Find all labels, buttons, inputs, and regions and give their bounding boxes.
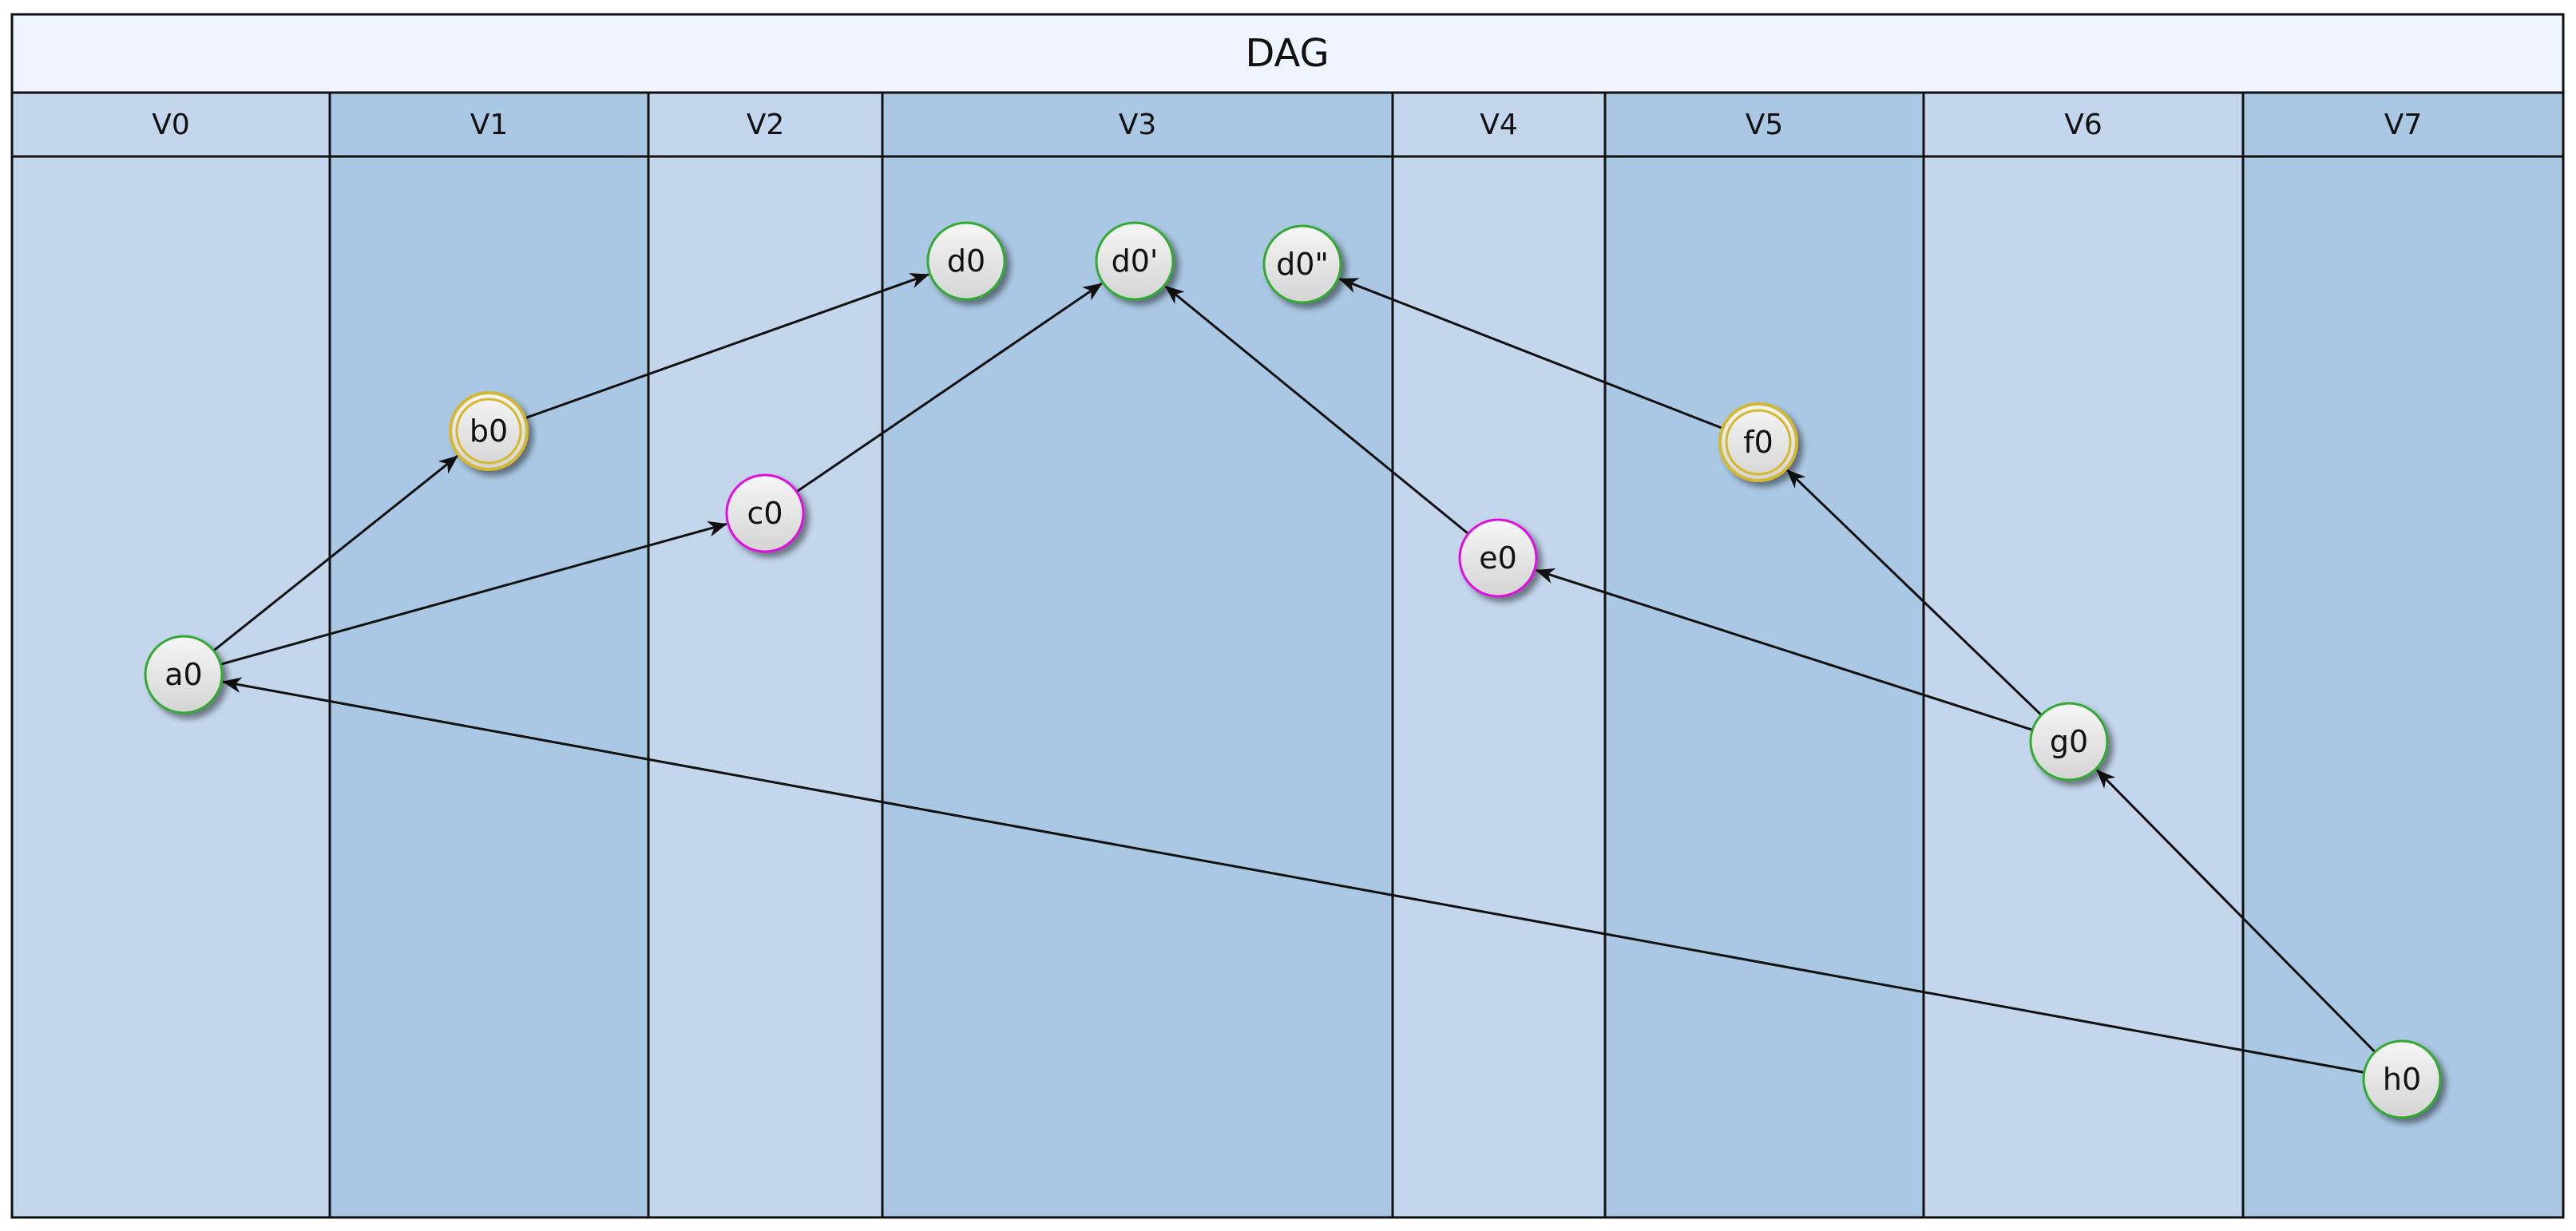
node-g0[interactable]: g0 bbox=[2029, 702, 2109, 782]
swimlane-backgrounds bbox=[10, 91, 2565, 1219]
node-label: a0 bbox=[164, 657, 202, 692]
node-a0[interactable]: a0 bbox=[144, 635, 224, 714]
lane-v7 bbox=[2241, 91, 2565, 1219]
node-circle bbox=[1718, 402, 1798, 482]
node-h0[interactable]: h0 bbox=[2362, 1039, 2442, 1119]
node-d0p[interactable]: d0' bbox=[1095, 221, 1175, 301]
node-label: g0 bbox=[2050, 724, 2088, 759]
edge-f0-to-d0pp bbox=[1338, 277, 1723, 429]
node-circle bbox=[926, 221, 1006, 301]
edges bbox=[212, 273, 2376, 1074]
node-d0pp[interactable]: d0" bbox=[1262, 224, 1342, 304]
diagram-title: DAG bbox=[1245, 31, 1329, 76]
node-d0[interactable]: d0 bbox=[926, 221, 1006, 301]
node-label: f0 bbox=[1743, 425, 1773, 460]
node-label: d0" bbox=[1276, 247, 1329, 282]
node-circle bbox=[1458, 518, 1538, 598]
node-circle bbox=[725, 473, 805, 553]
node-circle bbox=[449, 391, 529, 471]
node-b0[interactable]: b0 bbox=[449, 391, 529, 471]
node-inner-ring bbox=[455, 398, 522, 465]
lane-v2 bbox=[647, 91, 884, 1219]
node-label: b0 bbox=[470, 414, 508, 449]
edge-a0-to-c0 bbox=[220, 521, 727, 666]
lane-label-v0: V0 bbox=[152, 109, 190, 141]
node-label: c0 bbox=[747, 496, 783, 531]
lane-headers: V0 V1 V2 V3 V4 V5 V6 V7 bbox=[12, 109, 2563, 158]
node-circle bbox=[1095, 221, 1175, 301]
lane-v1 bbox=[328, 91, 650, 1219]
lane-label-v4: V4 bbox=[1480, 109, 1518, 141]
edge-e0-to-d0p bbox=[1164, 285, 1469, 535]
node-label: h0 bbox=[2383, 1062, 2421, 1097]
lane-label-v5: V5 bbox=[1746, 109, 1784, 141]
lane-v6 bbox=[1922, 91, 2245, 1219]
node-label: e0 bbox=[1479, 540, 1517, 576]
edge-a0-to-b0 bbox=[212, 455, 458, 652]
lane-label-v2: V2 bbox=[747, 109, 785, 141]
lane-v5 bbox=[1603, 91, 1925, 1219]
lane-label-v6: V6 bbox=[2064, 109, 2102, 141]
lane-label-v7: V7 bbox=[2384, 109, 2423, 141]
diagram-border bbox=[10, 13, 2565, 1219]
node-inner-ring bbox=[1725, 409, 1792, 476]
edge-b0-to-d0 bbox=[524, 273, 929, 420]
node-e0[interactable]: e0 bbox=[1458, 518, 1538, 598]
edge-g0-to-e0 bbox=[1535, 568, 2033, 731]
lane-v4 bbox=[1391, 91, 1607, 1219]
edge-g0-to-f0 bbox=[1785, 469, 2043, 716]
node-label: d0' bbox=[1112, 243, 1159, 279]
node-circle bbox=[2029, 702, 2109, 782]
lane-label-v1: V1 bbox=[470, 109, 509, 141]
edge-c0-to-d0p bbox=[795, 282, 1103, 493]
node-circle bbox=[144, 635, 224, 714]
node-circle bbox=[1262, 224, 1342, 304]
edge-h0-to-g0 bbox=[2096, 769, 2376, 1053]
node-label: d0 bbox=[947, 243, 985, 279]
node-c0[interactable]: c0 bbox=[725, 473, 805, 553]
edge-h0-to-a0 bbox=[222, 677, 2365, 1074]
node-circle bbox=[2362, 1039, 2442, 1119]
nodes: a0 b0 c0 d0 d0' d0" e0 f0 g0 h0 bbox=[144, 221, 2442, 1119]
node-f0[interactable]: f0 bbox=[1718, 402, 1798, 482]
lane-label-v3: V3 bbox=[1119, 109, 1157, 141]
